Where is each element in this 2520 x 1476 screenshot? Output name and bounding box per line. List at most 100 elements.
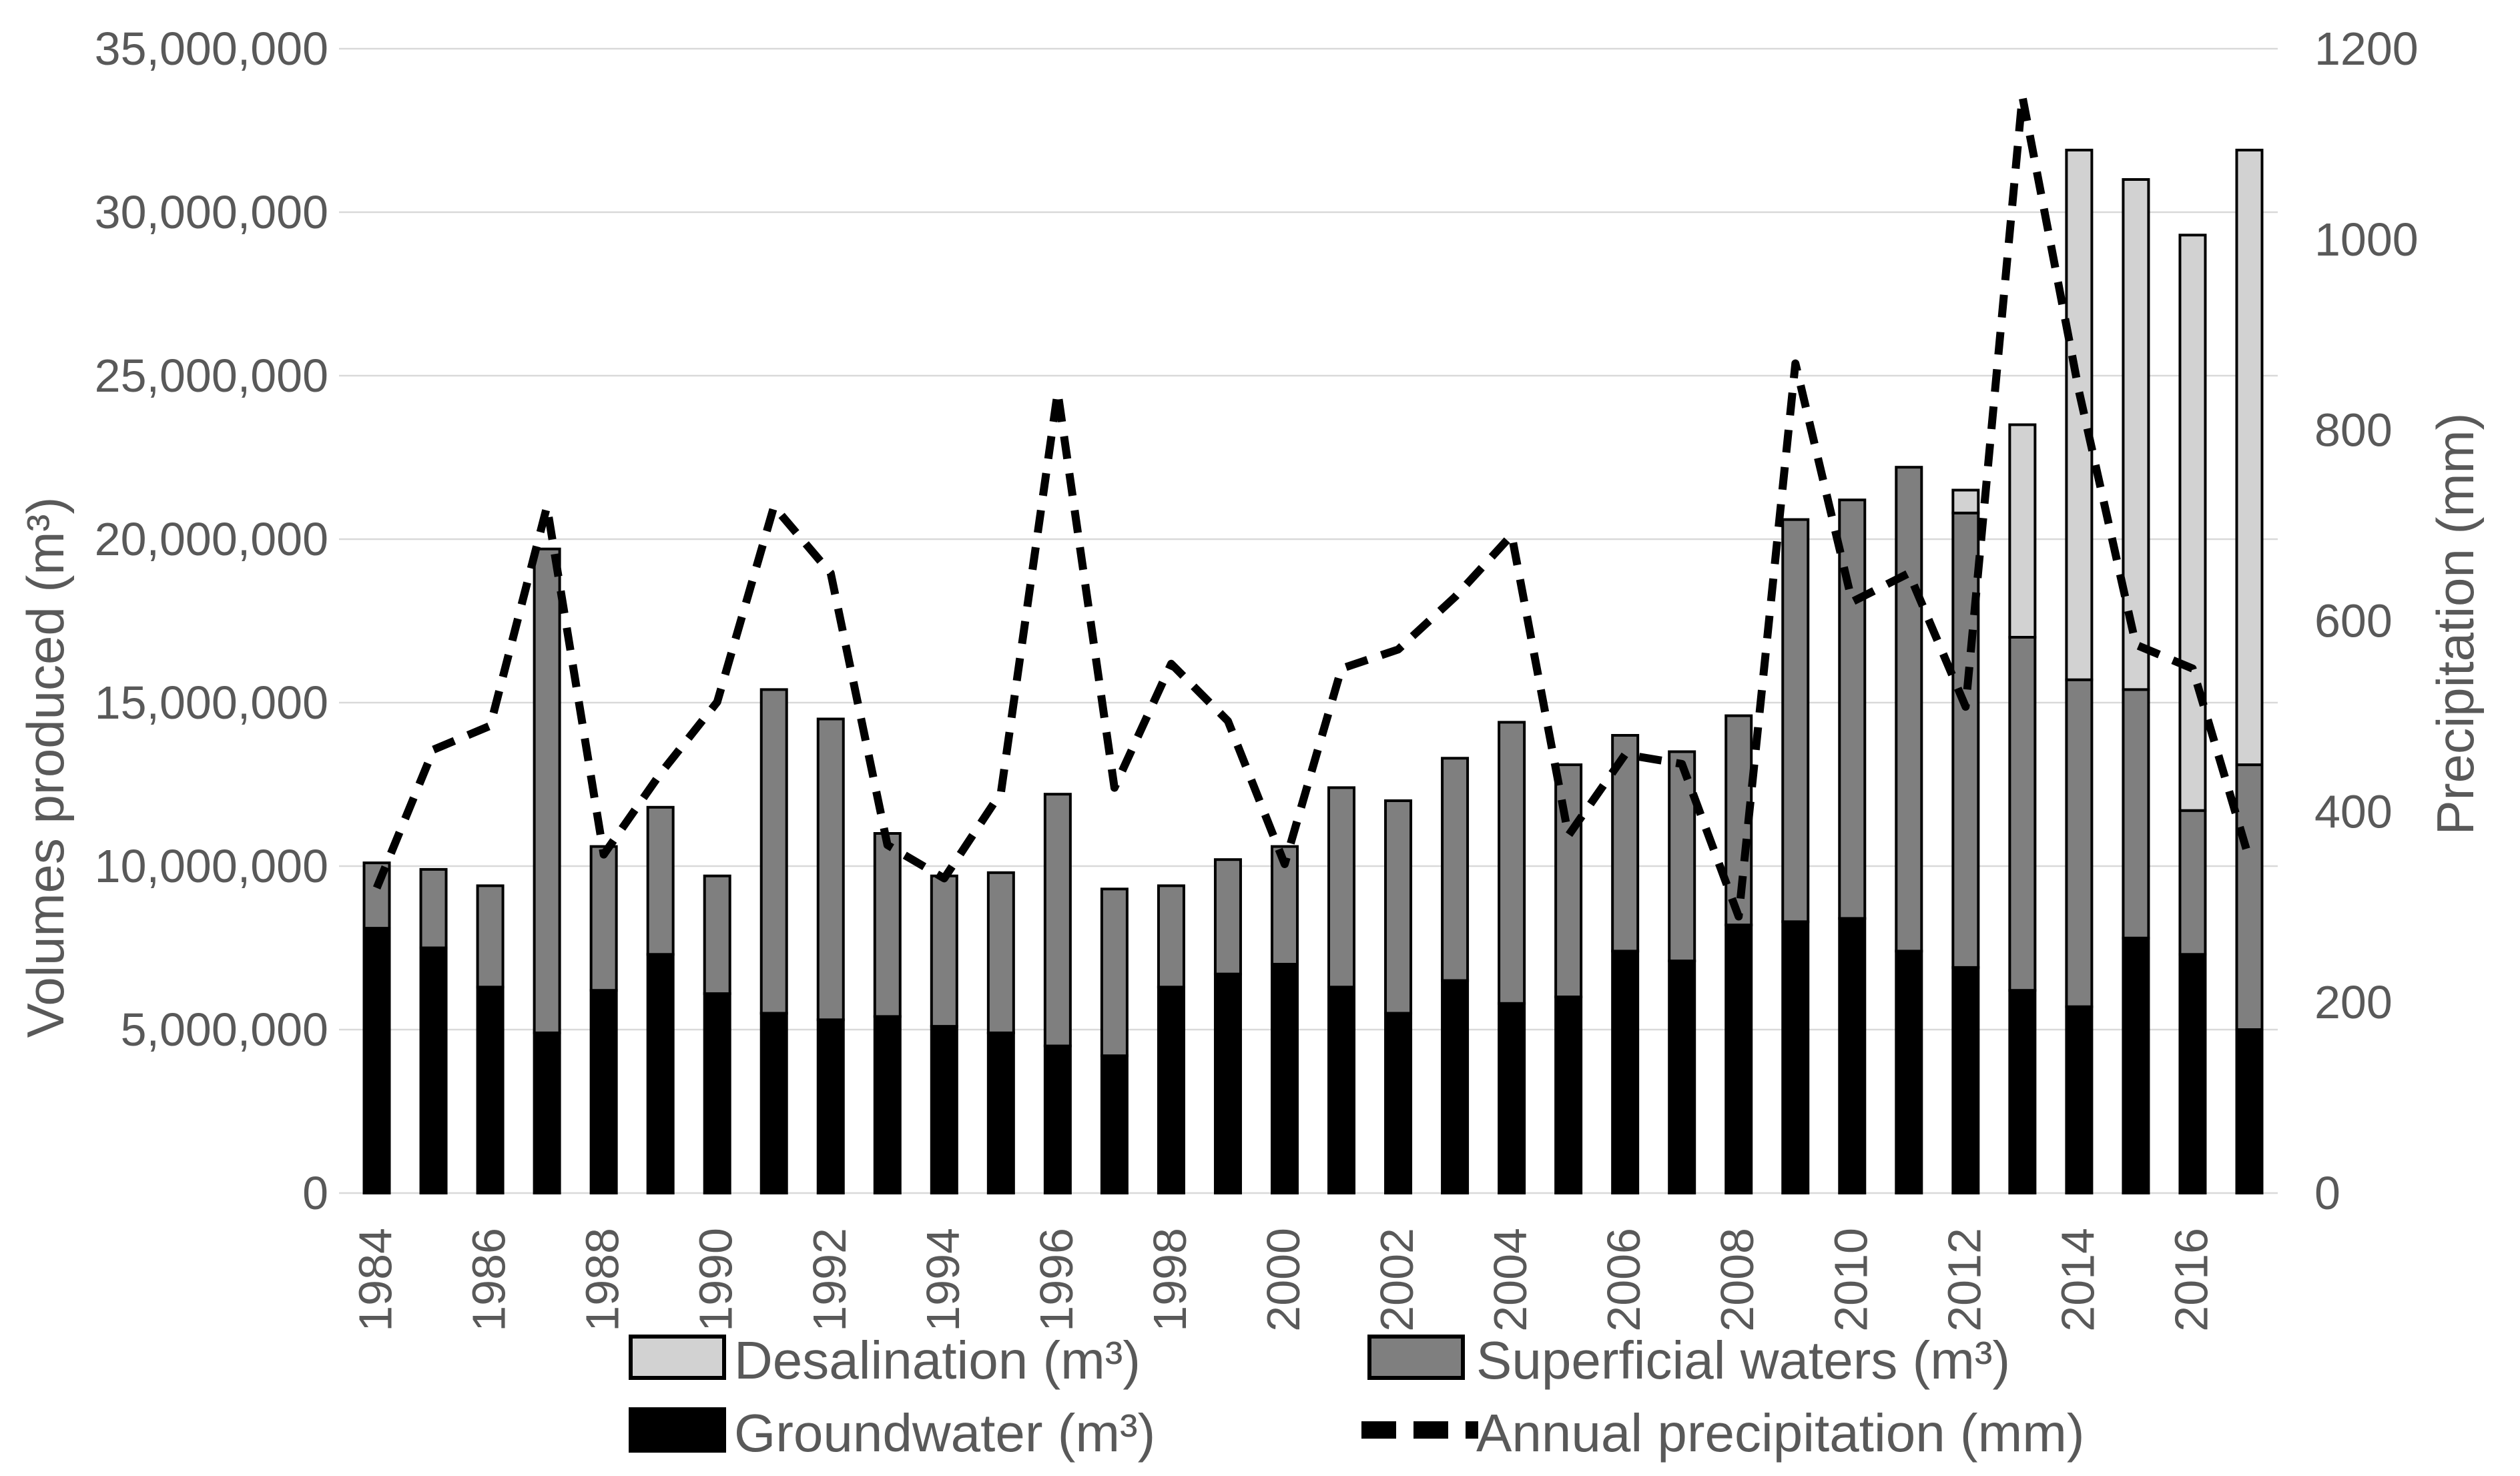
bar-segment-superficial-1986: [476, 884, 505, 989]
legend-swatch-groundwater: [629, 1407, 726, 1453]
bar-segment-desalination-2016: [2178, 234, 2207, 812]
bar-segment-groundwater-1988: [589, 989, 618, 1194]
bar-segment-superficial-2017: [2235, 763, 2264, 1031]
legend: Desalination (m³) Superficial waters (m³…: [629, 1331, 2084, 1463]
bar-segment-groundwater-1990: [703, 992, 731, 1194]
right-axis-tick-label: 1200: [2314, 23, 2419, 75]
bar-segment-groundwater-2000: [1270, 963, 1299, 1194]
x-axis-year-label: 1998: [1144, 1228, 1196, 1332]
bar-segment-superficial-1987: [533, 547, 561, 1034]
bar-segment-groundwater-2001: [1327, 986, 1356, 1195]
bar-segment-superficial-1998: [1157, 884, 1185, 989]
left-axis-tick-label: 15,000,000: [95, 677, 328, 729]
bar-segment-superficial-2014: [2065, 678, 2094, 1008]
right-axis-tick-label: 200: [2314, 976, 2393, 1028]
bar-segment-superficial-2007: [1668, 750, 1696, 963]
legend-label-desalination: Desalination (m³): [734, 1331, 1141, 1390]
right-axis-tick-label: 800: [2314, 404, 2393, 456]
bar-segment-superficial-2013: [2008, 636, 2037, 992]
bar-segment-groundwater-2002: [1384, 1012, 1413, 1194]
bar-segment-groundwater-1992: [816, 1018, 845, 1195]
right-axis-tick-label: 0: [2314, 1167, 2340, 1219]
bar-segment-groundwater-2005: [1554, 996, 1583, 1194]
bar-segment-superficial-2004: [1498, 721, 1526, 1005]
bar-segment-superficial-2003: [1441, 757, 1470, 982]
bar-segment-groundwater-2007: [1668, 960, 1696, 1194]
bar-segment-groundwater-1997: [1100, 1054, 1129, 1194]
bar-segment-superficial-1988: [589, 845, 618, 992]
bar-segment-groundwater-1991: [759, 1012, 788, 1194]
precipitation-line: [372, 92, 2254, 921]
bar-segment-superficial-1994: [930, 874, 958, 1028]
bar-segment-groundwater-2003: [1441, 979, 1470, 1194]
x-axis-year-label: 1984: [350, 1228, 402, 1332]
x-axis-year-labels: 1984 1986 1988 1990 1992 1994 1996 1998 2000 2002…: [350, 1228, 2218, 1332]
bar-segment-groundwater-1985: [419, 946, 448, 1194]
bar-segment-groundwater-2017: [2235, 1028, 2264, 1194]
legend-swatch-desalination: [629, 1335, 726, 1380]
x-axis-year-label: 2004: [1484, 1228, 1536, 1332]
bar-segment-desalination-2015: [2122, 178, 2150, 691]
left-axis-tick-label: 30,000,000: [95, 186, 328, 238]
bar-segment-groundwater-2012: [1951, 966, 1980, 1195]
bar-segment-superficial-2015: [2122, 688, 2150, 940]
left-axis-tick-label: 25,000,000: [95, 350, 328, 402]
bar-segment-groundwater-1996: [1043, 1044, 1072, 1194]
bar-segment-groundwater-1995: [986, 1031, 1015, 1195]
left-axis-tick-label: 35,000,000: [95, 23, 328, 75]
x-axis-year-label: 2000: [1257, 1228, 1309, 1332]
bar-segment-superficial-1990: [703, 874, 731, 996]
bar-segment-groundwater-2014: [2065, 1005, 2094, 1194]
annual-precipitation-line: [372, 92, 2254, 921]
right-axis-tick-labels: 0 200 400 600 800 1000 1200: [2314, 23, 2419, 1219]
bar-segment-groundwater-1994: [930, 1025, 958, 1194]
bar-segment-superficial-1997: [1100, 887, 1129, 1058]
bar-segment-groundwater-1986: [476, 986, 505, 1195]
left-axis-tick-label: 10,000,000: [95, 840, 328, 892]
bar-segment-groundwater-1993: [873, 1015, 902, 1195]
bar-segment-desalination-2017: [2235, 148, 2264, 767]
bar-segment-superficial-1985: [419, 867, 448, 950]
bar-segment-superficial-2009: [1781, 518, 1810, 924]
right-axis-tick-label: 600: [2314, 595, 2393, 647]
bar-segment-groundwater-1999: [1213, 972, 1242, 1194]
x-axis-year-label: 2010: [1825, 1228, 1877, 1332]
bar-segment-groundwater-2009: [1781, 920, 1810, 1195]
legend-label-superficial-waters: Superficial waters (m³): [1476, 1331, 2010, 1390]
left-axis-tick-label: 20,000,000: [95, 513, 328, 565]
legend-label-groundwater: Groundwater (m³): [734, 1403, 1155, 1463]
bar-segment-groundwater-2015: [2122, 936, 2150, 1195]
bar-segment-groundwater-2008: [1724, 924, 1753, 1194]
bar-segment-groundwater-2010: [1838, 917, 1867, 1195]
gridlines: [339, 47, 2278, 1194]
bar-segment-groundwater-1989: [646, 953, 675, 1195]
bar-segment-superficial-2010: [1838, 498, 1867, 920]
bar-segment-groundwater-2016: [2178, 953, 2207, 1195]
bar-segment-groundwater-1998: [1157, 986, 1185, 1195]
bar-segment-desalination-2013: [2008, 423, 2037, 639]
left-axis-tick-label: 0: [302, 1167, 328, 1219]
left-axis-tick-label: 5,000,000: [121, 1004, 328, 1056]
left-axis-tick-labels: 0 5,000,000 10,000,000 15,000,000 20,000,000…: [95, 23, 328, 1219]
bar-segment-superficial-2002: [1384, 799, 1413, 1015]
x-axis-year-label: 1992: [804, 1228, 856, 1332]
bar-segment-superficial-2005: [1554, 763, 1583, 998]
bar-segment-groundwater-2011: [1895, 950, 1923, 1195]
bar-segment-groundwater-1984: [362, 927, 391, 1194]
bar-segment-superficial-1996: [1043, 793, 1072, 1048]
x-axis-year-label: 1990: [690, 1228, 742, 1332]
x-axis-year-label: 2016: [2165, 1228, 2217, 1332]
bar-segment-superficial-1999: [1213, 858, 1242, 976]
bar-segment-groundwater-2013: [2008, 989, 2037, 1194]
bar-segment-superficial-2011: [1895, 466, 1923, 953]
x-axis-year-label: 1996: [1030, 1228, 1082, 1332]
legend-swatch-superficial-waters: [1367, 1335, 1465, 1380]
bar-segment-superficial-1991: [759, 688, 788, 1015]
bar-segment-groundwater-2004: [1498, 1002, 1526, 1195]
right-axis-tick-label: 400: [2314, 785, 2393, 837]
x-axis-year-label: 2006: [1598, 1228, 1650, 1332]
bar-segment-superficial-2012: [1951, 511, 1980, 969]
x-axis-year-label: 2014: [2052, 1228, 2104, 1332]
